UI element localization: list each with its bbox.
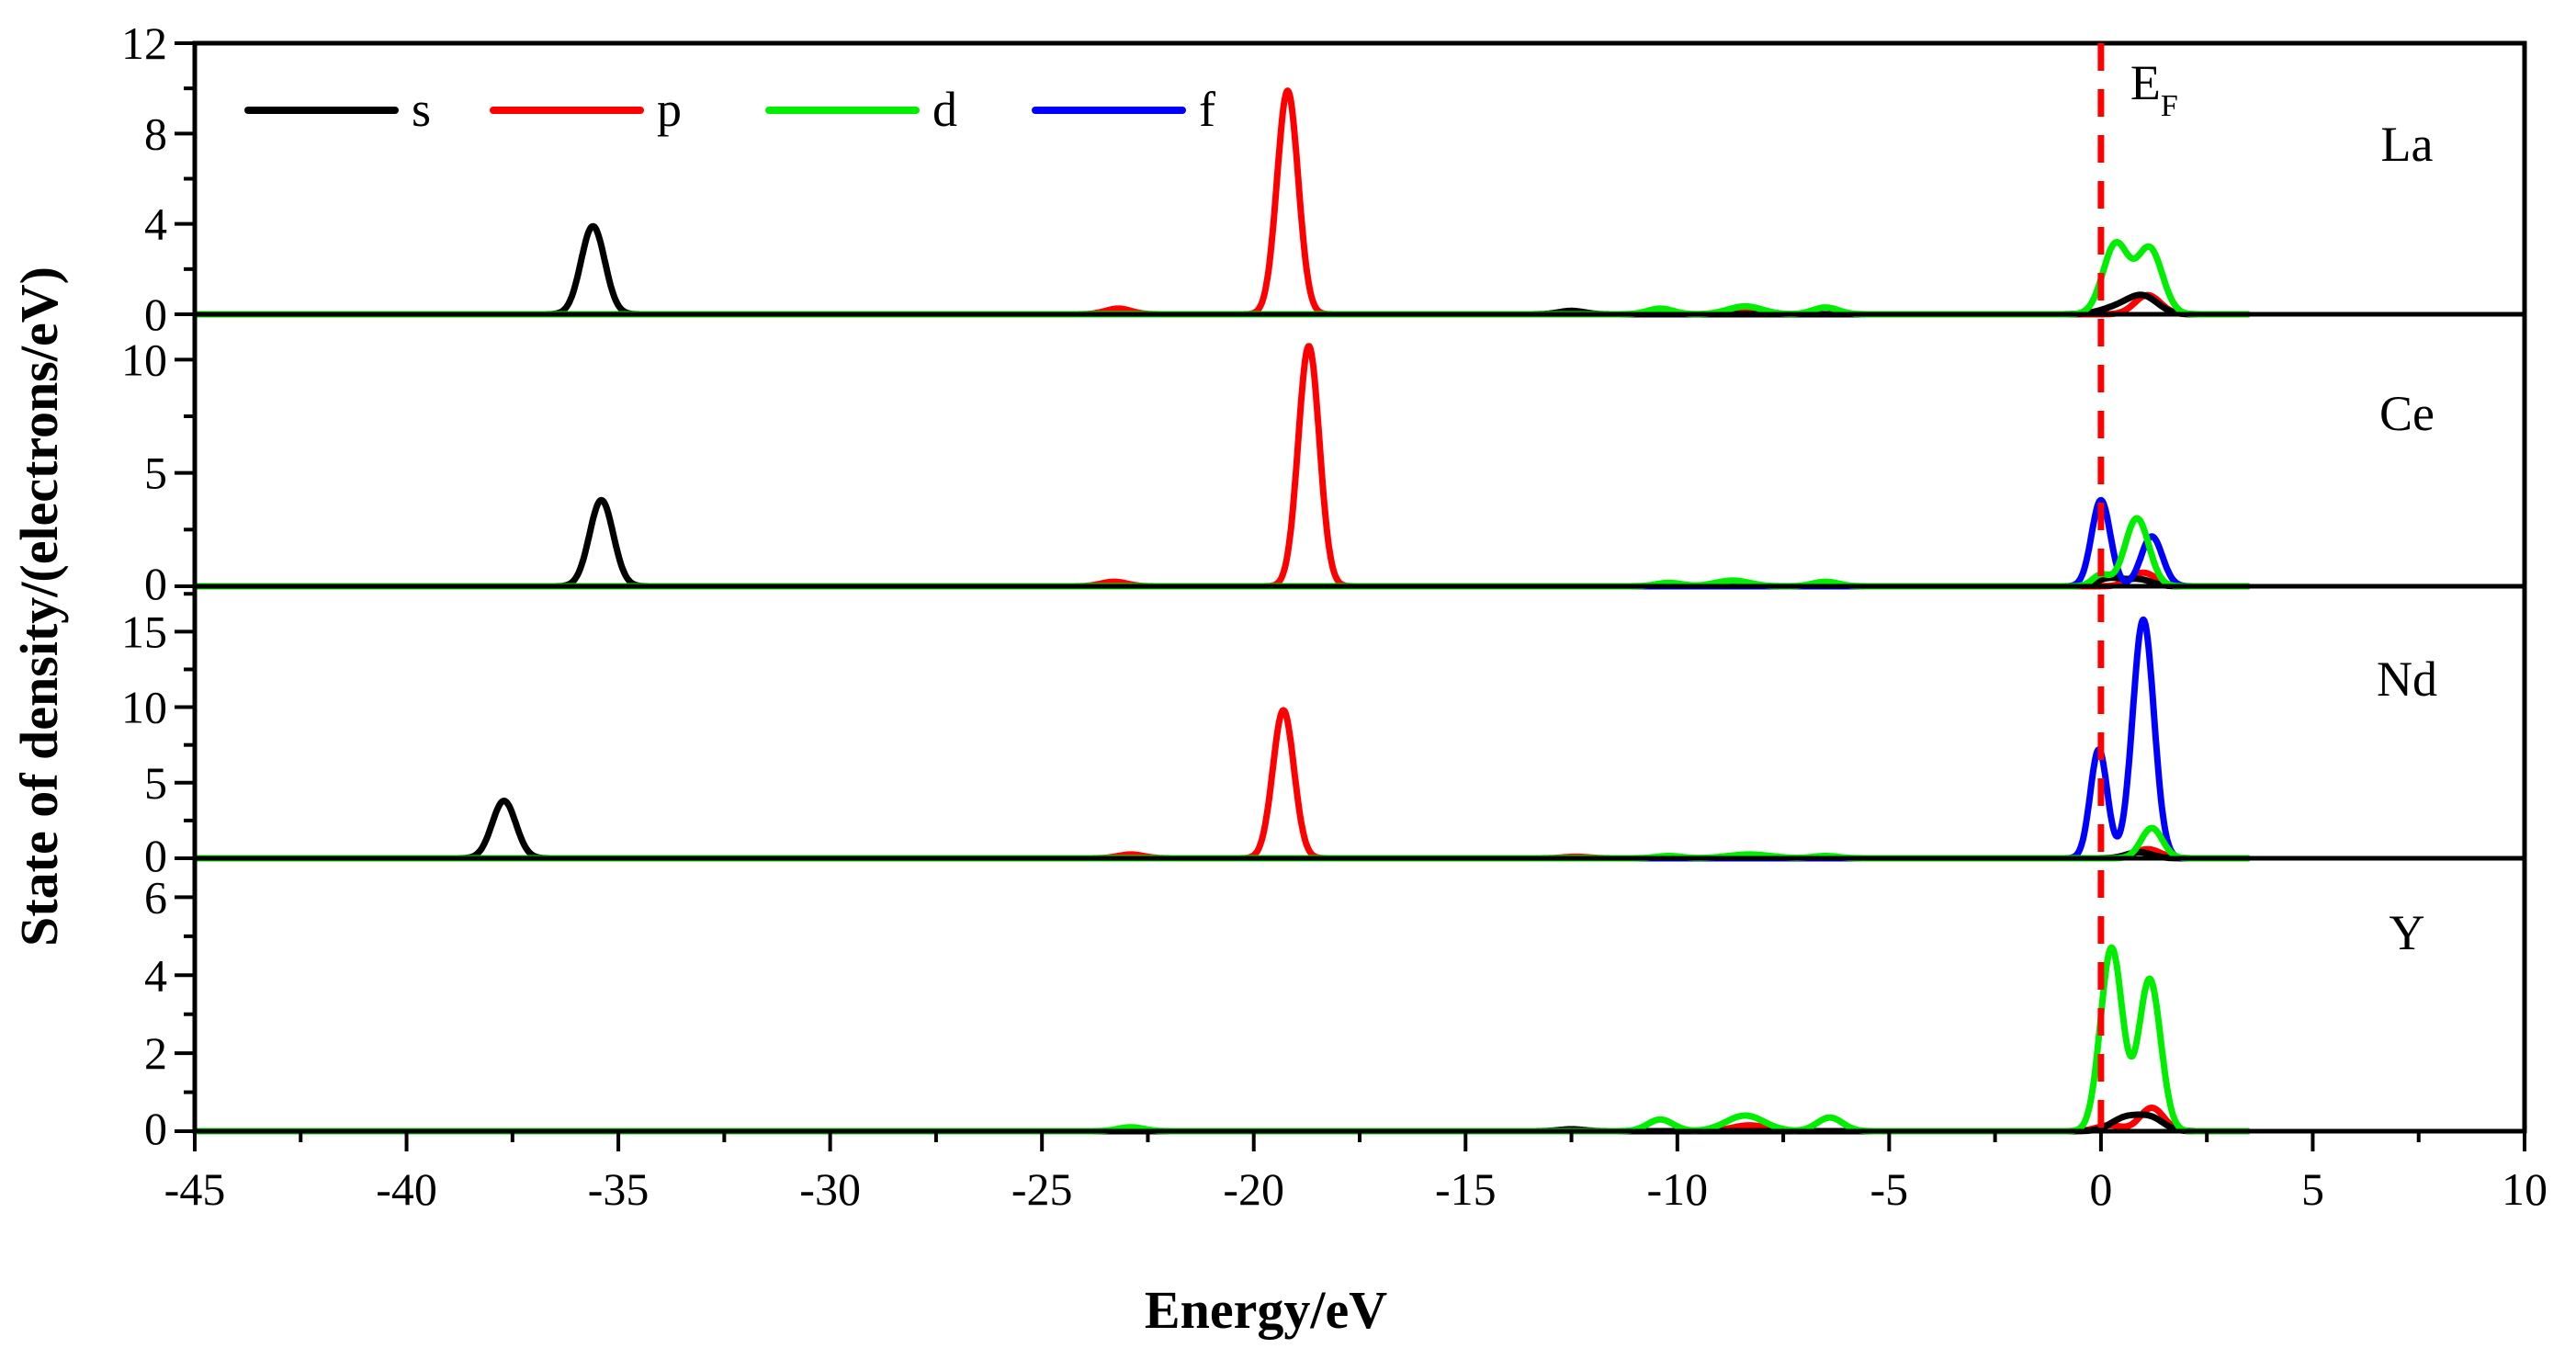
series-y-d (192, 944, 2252, 1135)
fermi-level-subscript: F (2161, 89, 2178, 123)
y-tick-label-y: 4 (144, 949, 167, 1001)
frames-layer (175, 40, 2527, 1151)
y-tick-label-nd: 0 (144, 830, 167, 881)
y-tick-label-nd: 10 (121, 682, 167, 733)
panel-label-nd: Nd (2377, 652, 2437, 707)
x-tick-label: 5 (2301, 1163, 2324, 1215)
x-tick-label: -5 (1870, 1163, 1909, 1215)
series-la-p (192, 87, 2252, 318)
y-tick-label-ce: 10 (121, 334, 167, 385)
series-ce-p (192, 343, 2252, 590)
y-tick-label-y: 2 (144, 1027, 167, 1079)
y-tick-label-la: 8 (144, 108, 167, 159)
y-tick-label-la: 4 (144, 198, 167, 250)
y-tick-label-y: 6 (144, 871, 167, 923)
panel-label-ce: Ce (2379, 386, 2435, 441)
panel-label-y: Y (2390, 905, 2425, 960)
y-tick-label-la: 0 (144, 289, 167, 340)
series-ce-d (192, 515, 2252, 590)
y-tick-label-ce: 0 (144, 558, 167, 609)
x-tick-label: -40 (376, 1163, 437, 1215)
panel-label-la: La (2381, 117, 2434, 172)
x-tick-label: -25 (1011, 1163, 1073, 1215)
y-tick-label-nd: 15 (121, 606, 167, 657)
x-tick-label: -10 (1646, 1163, 1708, 1215)
x-axis-title: Energy/eV (1145, 1280, 1387, 1340)
panel-frame-la (192, 40, 2527, 317)
legend-label-f: f (1199, 82, 1215, 137)
panel-frame-nd (192, 584, 2527, 861)
text-layer: 0 4 8 12 La 0 5 10 Ce 0 5 10 15 Nd 0 2 4 6 Y -45 -40 -35 -30 -2… (121, 17, 2548, 1215)
legend-label-d: d (932, 82, 957, 137)
y-tick-label-la: 12 (121, 17, 167, 69)
series-ce-s (192, 496, 2252, 590)
legend-label-p: p (657, 82, 682, 137)
y-tick-label-y: 0 (144, 1103, 167, 1154)
x-tick-label: -20 (1223, 1163, 1284, 1215)
series-ce-f (192, 496, 2252, 590)
panel-frame-ce (192, 312, 2527, 589)
series-nd-p (192, 707, 2252, 862)
x-tick-label: -15 (1435, 1163, 1497, 1215)
y-tick-label-ce: 5 (144, 448, 167, 499)
legend-label-s: s (412, 82, 431, 137)
series-nd-s (192, 798, 2252, 862)
panel-frame-y (192, 856, 2527, 1134)
x-tick-label: -30 (799, 1163, 861, 1215)
x-tick-label: -35 (588, 1163, 650, 1215)
series-la-s (192, 222, 2252, 318)
x-tick-label: 0 (2089, 1163, 2112, 1215)
series-y-p (192, 1105, 2252, 1135)
y-axis-title: State of density/(electrons/eV) (9, 266, 69, 946)
series-la-d (192, 239, 2252, 318)
series-nd-f (192, 616, 2252, 862)
x-tick-label: 10 (2502, 1163, 2548, 1215)
curves-layer (192, 87, 2252, 1135)
series-nd-d (192, 824, 2252, 862)
y-tick-label-nd: 5 (144, 757, 167, 809)
fermi-level-label: EF (2130, 55, 2178, 123)
x-tick-label: -45 (164, 1163, 226, 1215)
